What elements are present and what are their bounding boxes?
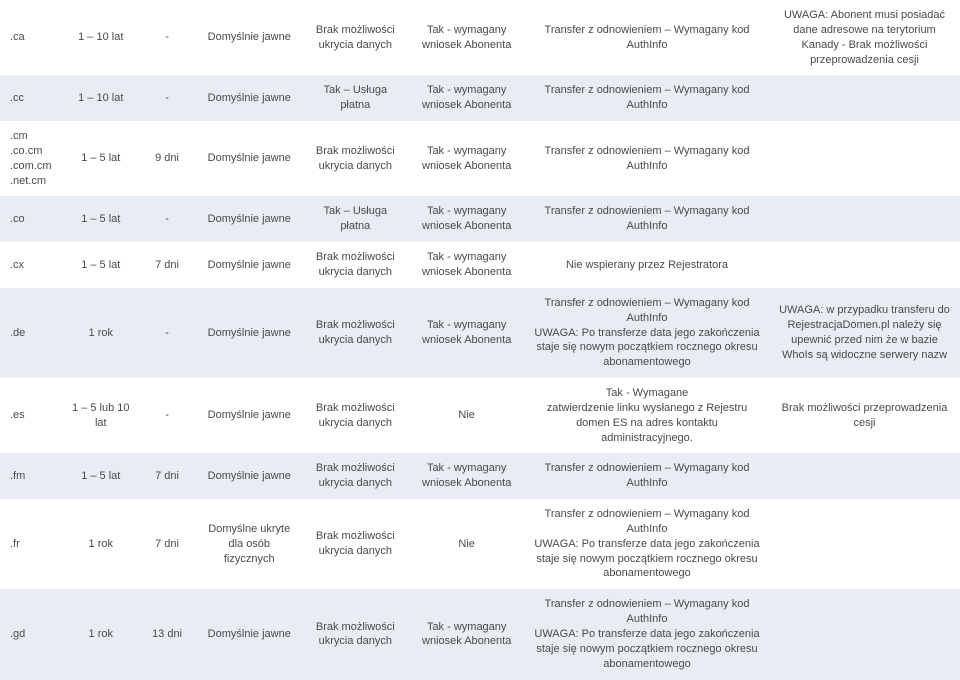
cell-grace: - xyxy=(138,378,196,453)
table-row: .co1 – 5 lat-Domyślnie jawneTak – Usługa… xyxy=(0,196,960,242)
cell-period: 1 – 5 lat xyxy=(64,453,138,499)
cell-domain: .cx xyxy=(0,242,64,288)
cell-domain: .fm xyxy=(0,453,64,499)
cell-opt: Tak – Usługa płatna xyxy=(302,196,408,242)
cell-whois: Domyślnie jawne xyxy=(196,196,302,242)
cell-owner: Nie xyxy=(408,378,525,453)
cell-opt: Brak możliwości ukrycia danych xyxy=(302,589,408,679)
cell-notes: Brak możliwości przeprowadzenia cesji xyxy=(769,378,960,453)
cell-opt: Brak możliwości ukrycia danych xyxy=(302,0,408,75)
cell-whois: Domyślnie jawne xyxy=(196,0,302,75)
cell-transfer: Transfer z odnowieniem – Wymagany kod Au… xyxy=(525,589,769,679)
cell-notes: UWAGA: w przypadku transferu do Rejestra… xyxy=(769,288,960,378)
cell-transfer: Tak - Wymagane zatwierdzenie linku wysła… xyxy=(525,378,769,453)
cell-owner: Tak - wymagany wniosek Abonenta xyxy=(408,121,525,196)
cell-domain: .fr xyxy=(0,499,64,589)
cell-notes xyxy=(769,453,960,499)
cell-grace: 9 dni xyxy=(138,121,196,196)
cell-owner: Tak - wymagany wniosek Abonenta xyxy=(408,288,525,378)
cell-notes xyxy=(769,499,960,589)
cell-whois: Domyślnie jawne xyxy=(196,242,302,288)
cell-transfer: Transfer z odnowieniem – Wymagany kod Au… xyxy=(525,196,769,242)
cell-domain: .de xyxy=(0,288,64,378)
cell-transfer: Transfer z odnowieniem – Wymagany kod Au… xyxy=(525,288,769,378)
cell-notes: UWAGA: Abonent musi posiadać dane adreso… xyxy=(769,0,960,75)
cell-period: 1 – 10 lat xyxy=(64,0,138,75)
cell-notes xyxy=(769,242,960,288)
cell-opt: Tak – Usługa płatna xyxy=(302,75,408,121)
cell-owner: Nie xyxy=(408,499,525,589)
cell-opt: Brak możliwości ukrycia danych xyxy=(302,242,408,288)
cell-transfer: Transfer z odnowieniem – Wymagany kod Au… xyxy=(525,453,769,499)
cell-transfer: Transfer z odnowieniem – Wymagany kod Au… xyxy=(525,121,769,196)
cell-grace: 7 dni xyxy=(138,453,196,499)
cell-domain: .es xyxy=(0,378,64,453)
table-row: .fm1 – 5 lat7 dniDomyślnie jawneBrak moż… xyxy=(0,453,960,499)
cell-domain: .cm .co.cm .com.cm .net.cm xyxy=(0,121,64,196)
cell-transfer: Nie wspierany przez Rejestratora xyxy=(525,242,769,288)
cell-owner: Tak - wymagany wniosek Abonenta xyxy=(408,242,525,288)
table-row: .cc1 – 10 lat-Domyślnie jawneTak – Usług… xyxy=(0,75,960,121)
cell-domain: .gd xyxy=(0,589,64,679)
cell-grace: 7 dni xyxy=(138,242,196,288)
cell-period: 1 – 5 lub 10 lat xyxy=(64,378,138,453)
cell-period: 1 rok xyxy=(64,589,138,679)
cell-period: 1 – 10 lat xyxy=(64,75,138,121)
cell-whois: Domyślnie jawne xyxy=(196,121,302,196)
cell-domain: .co xyxy=(0,196,64,242)
cell-notes xyxy=(769,75,960,121)
cell-grace: - xyxy=(138,196,196,242)
table-row: .de1 rok-Domyślnie jawneBrak możliwości … xyxy=(0,288,960,378)
cell-notes xyxy=(769,196,960,242)
domain-table: .ca1 – 10 lat-Domyślnie jawneBrak możliw… xyxy=(0,0,960,680)
cell-opt: Brak możliwości ukrycia danych xyxy=(302,121,408,196)
table-row: .cm .co.cm .com.cm .net.cm1 – 5 lat9 dni… xyxy=(0,121,960,196)
cell-period: 1 rok xyxy=(64,288,138,378)
table-row: .fr1 rok7 dniDomyślne ukryte dla osób fi… xyxy=(0,499,960,589)
cell-whois: Domyślnie jawne xyxy=(196,288,302,378)
table-row: .ca1 – 10 lat-Domyślnie jawneBrak możliw… xyxy=(0,0,960,75)
cell-owner: Tak - wymagany wniosek Abonenta xyxy=(408,75,525,121)
cell-transfer: Transfer z odnowieniem – Wymagany kod Au… xyxy=(525,75,769,121)
cell-grace: 13 dni xyxy=(138,589,196,679)
cell-opt: Brak możliwości ukrycia danych xyxy=(302,499,408,589)
cell-transfer: Transfer z odnowieniem – Wymagany kod Au… xyxy=(525,0,769,75)
table-row: .es1 – 5 lub 10 lat-Domyślnie jawneBrak … xyxy=(0,378,960,453)
cell-period: 1 – 5 lat xyxy=(64,242,138,288)
cell-notes xyxy=(769,121,960,196)
cell-owner: Tak - wymagany wniosek Abonenta xyxy=(408,196,525,242)
cell-grace: - xyxy=(138,75,196,121)
cell-opt: Brak możliwości ukrycia danych xyxy=(302,288,408,378)
cell-whois: Domyślne ukryte dla osób fizycznych xyxy=(196,499,302,589)
cell-grace: - xyxy=(138,288,196,378)
cell-opt: Brak możliwości ukrycia danych xyxy=(302,378,408,453)
cell-transfer: Transfer z odnowieniem – Wymagany kod Au… xyxy=(525,499,769,589)
cell-period: 1 – 5 lat xyxy=(64,196,138,242)
cell-whois: Domyślnie jawne xyxy=(196,589,302,679)
cell-domain: .ca xyxy=(0,0,64,75)
cell-whois: Domyślnie jawne xyxy=(196,453,302,499)
cell-period: 1 rok xyxy=(64,499,138,589)
cell-owner: Tak - wymagany wniosek Abonenta xyxy=(408,0,525,75)
cell-period: 1 – 5 lat xyxy=(64,121,138,196)
cell-grace: 7 dni xyxy=(138,499,196,589)
cell-opt: Brak możliwości ukrycia danych xyxy=(302,453,408,499)
cell-owner: Tak - wymagany wniosek Abonenta xyxy=(408,589,525,679)
table-row: .cx1 – 5 lat7 dniDomyślnie jawneBrak moż… xyxy=(0,242,960,288)
cell-owner: Tak - wymagany wniosek Abonenta xyxy=(408,453,525,499)
cell-whois: Domyślnie jawne xyxy=(196,378,302,453)
table-row: .gd1 rok13 dniDomyślnie jawneBrak możliw… xyxy=(0,589,960,679)
cell-domain: .cc xyxy=(0,75,64,121)
cell-grace: - xyxy=(138,0,196,75)
cell-notes xyxy=(769,589,960,679)
cell-whois: Domyślnie jawne xyxy=(196,75,302,121)
